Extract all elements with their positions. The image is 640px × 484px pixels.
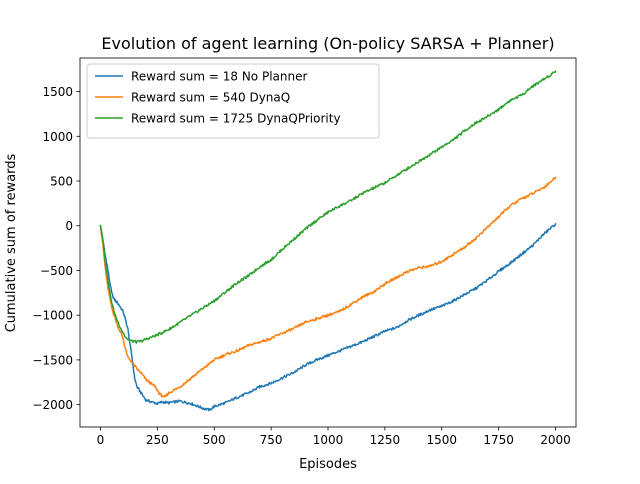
y-tick-label: 0 xyxy=(65,219,73,233)
x-tick-label: 750 xyxy=(260,433,283,447)
x-tick-label: 0 xyxy=(97,433,105,447)
y-tick-label: 500 xyxy=(50,175,73,189)
x-tick-label: 250 xyxy=(146,433,169,447)
legend-label-3: Reward sum = 1725 DynaQPriority xyxy=(131,112,341,126)
y-axis-label: Cumulative sum of rewards xyxy=(4,153,19,332)
chart-title: Evolution of agent learning (On-policy S… xyxy=(101,34,554,53)
y-tick-label: −500 xyxy=(40,264,73,278)
y-tick-label: −1000 xyxy=(32,309,73,323)
series-line-1 xyxy=(99,222,557,412)
y-tick-label: −2000 xyxy=(32,398,73,412)
plot-area: 0 250 500 750 1000 1250 1500 1750 2000 −2000 −1500… xyxy=(32,57,577,447)
legend: Reward sum = 18 No Planner Reward sum = 5… xyxy=(86,63,380,139)
x-tick-label: 1750 xyxy=(483,433,514,447)
y-tick-label: 1000 xyxy=(42,130,73,144)
x-tick-label: 500 xyxy=(203,433,226,447)
x-axis-label: Episodes xyxy=(299,457,357,472)
series-line-2 xyxy=(99,176,557,398)
y-tick-label: 1500 xyxy=(42,85,73,99)
x-tick-label: 1250 xyxy=(370,433,401,447)
x-tick-label: 1500 xyxy=(426,433,457,447)
x-tick-label: 2000 xyxy=(540,433,571,447)
legend-label-2: Reward sum = 540 DynaQ xyxy=(131,91,290,105)
x-tick-label: 1000 xyxy=(313,433,344,447)
series-lines xyxy=(99,70,557,412)
series-line-3 xyxy=(99,70,557,344)
legend-box xyxy=(86,63,380,139)
legend-label-1: Reward sum = 18 No Planner xyxy=(131,70,307,84)
y-tick-label: −1500 xyxy=(32,353,73,367)
